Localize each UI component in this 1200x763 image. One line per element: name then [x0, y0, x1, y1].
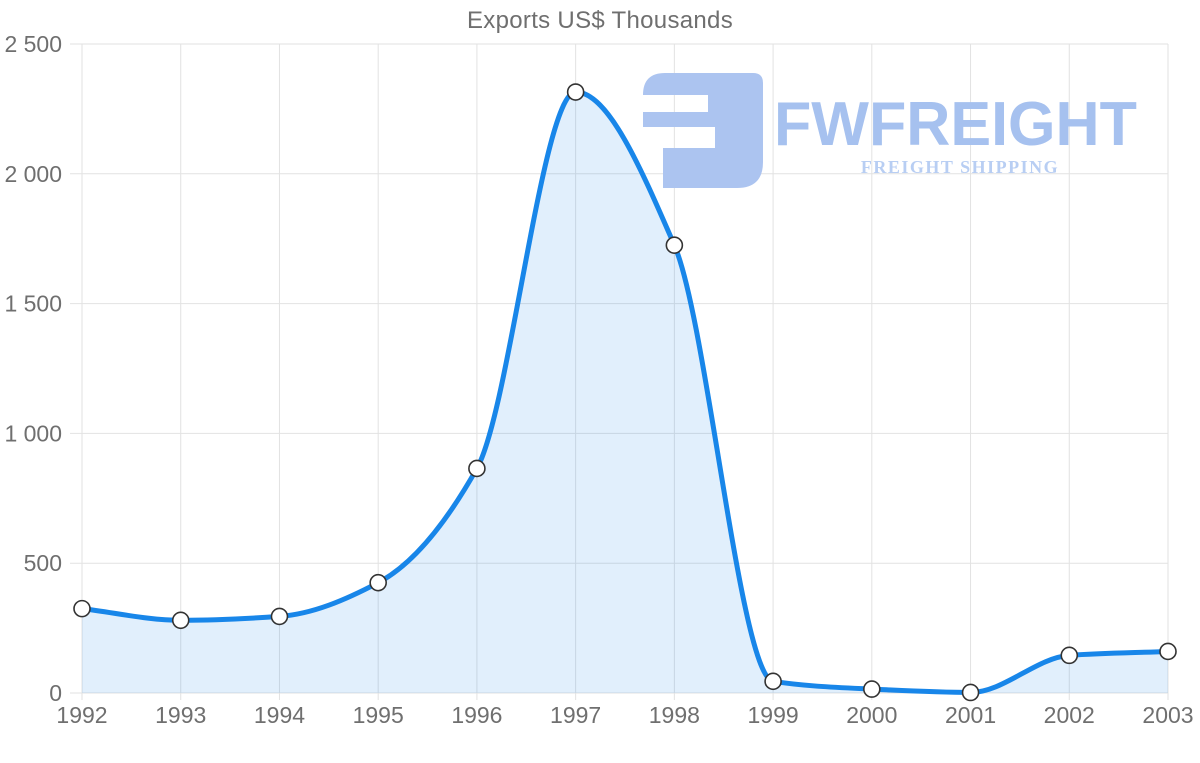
data-point-1994[interactable] [270, 607, 289, 626]
y-axis-label: 1 000 [4, 420, 62, 446]
data-point-1998[interactable] [665, 236, 684, 254]
data-point-1993[interactable] [171, 611, 190, 630]
x-axis-label: 1999 [748, 702, 799, 728]
x-axis-label: 1995 [353, 702, 404, 728]
x-axis-label: 1993 [155, 702, 206, 728]
y-axis-label: 1 500 [4, 291, 62, 317]
x-axis-label: 2002 [1044, 702, 1095, 728]
data-point-1996[interactable] [468, 459, 486, 478]
chart-title: Exports US$ Thousands [467, 7, 733, 34]
x-axis-label: 1992 [56, 702, 107, 728]
series-line [79, 89, 1171, 695]
data-point-2002[interactable] [1060, 646, 1079, 665]
y-axis-label: 2 000 [4, 161, 62, 187]
data-point-2003[interactable] [1159, 642, 1177, 661]
data-point-1995[interactable] [369, 573, 387, 592]
x-axis-label: 1998 [649, 702, 700, 728]
x-axis-label: 1996 [451, 702, 502, 728]
data-point-1997[interactable] [566, 83, 585, 101]
x-axis-label: 2000 [846, 702, 897, 728]
data-point-1992[interactable] [73, 599, 91, 618]
y-axis-label: 500 [24, 550, 62, 576]
y-axis-label: 0 [49, 680, 62, 706]
area-fill [82, 92, 1168, 693]
data-point-1999[interactable] [764, 672, 782, 691]
data-point-2001[interactable] [961, 683, 980, 702]
x-axis-label: 2001 [945, 702, 996, 728]
data-point-2000[interactable] [863, 680, 881, 698]
x-axis-label: 2003 [1142, 702, 1193, 728]
y-axis-label: 2 500 [4, 31, 62, 57]
x-axis-label: 1994 [254, 702, 305, 728]
x-axis-label: 1997 [550, 702, 601, 728]
